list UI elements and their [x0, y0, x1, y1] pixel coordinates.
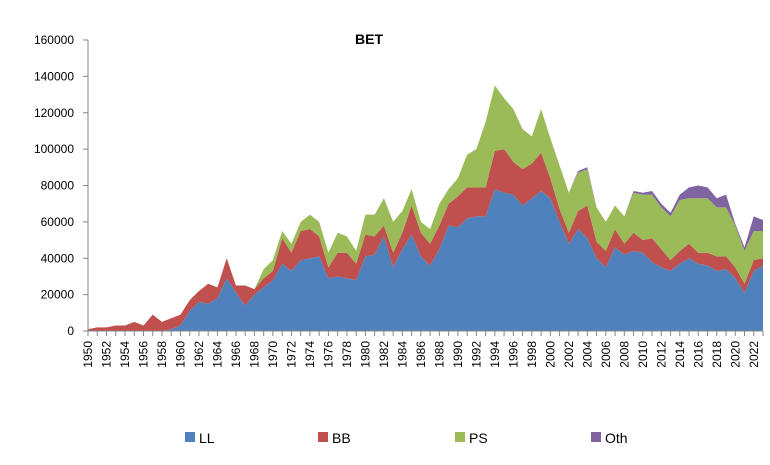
x-tick-label: 2006	[599, 341, 613, 368]
x-tick-label: 1986	[414, 341, 428, 368]
legend-label-bb: BB	[332, 430, 351, 446]
y-tick-label: 80000	[41, 179, 75, 193]
legend-swatch-ps	[455, 432, 465, 442]
x-tick-label: 1966	[229, 341, 243, 368]
x-tick-label: 2000	[543, 341, 557, 368]
x-tick-label: 1962	[192, 341, 206, 368]
legend-swatch-bb	[318, 432, 328, 442]
area-series-group	[88, 85, 763, 331]
x-tick-label: 1952	[99, 341, 113, 368]
x-tick-label: 1996	[506, 341, 520, 368]
y-tick-label: 40000	[41, 251, 75, 265]
y-tick-label: 160000	[34, 33, 74, 47]
y-tick-label: 0	[67, 324, 74, 338]
x-tick-label: 1970	[266, 341, 280, 368]
legend-label-ps: PS	[469, 430, 488, 446]
x-tick-label: 1978	[340, 341, 354, 368]
x-tick-label: 1994	[488, 341, 502, 368]
y-tick-label: 20000	[41, 288, 75, 302]
x-tick-label: 1982	[377, 341, 391, 368]
x-tick-label: 2012	[654, 341, 668, 368]
axes-group: 0 20000 40000 60000 80000 100000 120000 140000 1…	[34, 33, 764, 368]
area-series-ps	[88, 85, 763, 330]
x-tick-label: 2002	[562, 341, 576, 368]
x-tick-label: 1974	[303, 341, 317, 368]
x-tick-label: 2016	[691, 341, 705, 368]
x-tick-label: 1984	[395, 341, 409, 368]
legend-label-ll: LL	[199, 430, 215, 446]
x-tick-label: 1964	[210, 341, 224, 368]
y-tick-label: 60000	[41, 215, 75, 229]
x-tick-label: 2018	[710, 341, 724, 368]
x-tick-label: 1958	[155, 341, 169, 368]
y-tick-label: 100000	[34, 142, 74, 156]
x-tick-label: 2022	[747, 341, 761, 368]
x-tick-label: 2020	[728, 341, 742, 368]
area-series-ll	[88, 189, 763, 331]
legend: LL BB PS Oth	[185, 430, 628, 446]
x-tick-label: 1972	[284, 341, 298, 368]
chart-title: BET	[355, 31, 383, 47]
legend-label-oth: Oth	[605, 430, 628, 446]
y-tick-label: 140000	[34, 69, 74, 83]
x-tick-label: 1988	[432, 341, 446, 368]
x-tick-label: 1990	[451, 341, 465, 368]
x-tick-label: 1976	[321, 341, 335, 368]
x-tick-label: 2014	[673, 341, 687, 368]
area-series-bb	[88, 149, 763, 331]
x-tick-label: 1960	[173, 341, 187, 368]
x-tick-label: 1980	[358, 341, 372, 368]
x-tick-label: 1954	[118, 341, 132, 368]
x-tick-label: 1992	[469, 341, 483, 368]
x-tick-label: 1956	[136, 341, 150, 368]
x-tick-label: 1950	[81, 341, 95, 368]
x-tick-label: 2004	[580, 341, 594, 368]
y-tick-label: 120000	[34, 106, 74, 120]
legend-swatch-oth	[591, 432, 601, 442]
x-tick-label: 1968	[247, 341, 261, 368]
legend-swatch-ll	[185, 432, 195, 442]
x-tick-label: 2010	[636, 341, 650, 368]
x-tick-label: 2008	[617, 341, 631, 368]
x-tick-label: 1998	[525, 341, 539, 368]
